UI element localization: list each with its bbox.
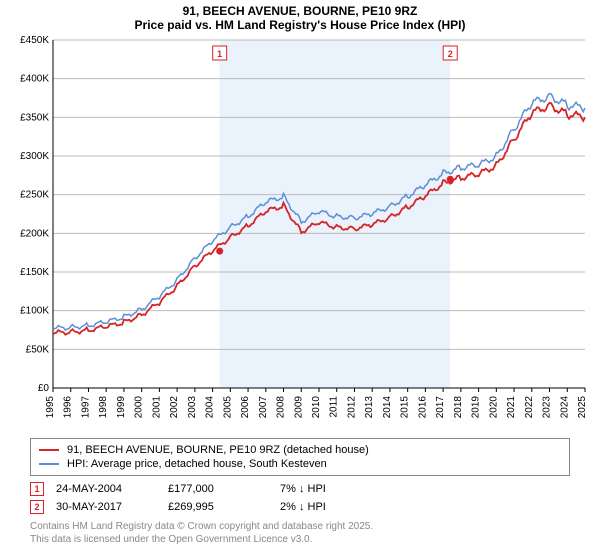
title-line-2: Price paid vs. HM Land Registry's House … <box>0 18 600 32</box>
svg-text:2022: 2022 <box>524 396 535 419</box>
svg-text:2010: 2010 <box>311 396 322 419</box>
annotation-date-2: 30-MAY-2017 <box>56 501 156 513</box>
legend-label-2: HPI: Average price, detached house, Sout… <box>67 458 327 470</box>
svg-text:2000: 2000 <box>134 396 145 419</box>
price-chart: £0 £50K £100K £150K £200K £250K £300K £350K £400… <box>5 34 595 434</box>
svg-text:2001: 2001 <box>151 396 162 419</box>
legend-row-1: 91, BEECH AVENUE, BOURNE, PE10 9RZ (deta… <box>39 443 561 457</box>
svg-text:1999: 1999 <box>116 396 127 419</box>
svg-text:2016: 2016 <box>417 396 428 419</box>
legend-swatch-2 <box>39 463 59 465</box>
svg-text:£450K: £450K <box>20 35 49 46</box>
svg-text:2007: 2007 <box>258 396 269 419</box>
svg-text:1998: 1998 <box>98 396 109 419</box>
copyright: Contains HM Land Registry data © Crown c… <box>30 520 570 546</box>
copyright-line-2: This data is licensed under the Open Gov… <box>30 533 570 546</box>
chart-title-block: 91, BEECH AVENUE, BOURNE, PE10 9RZ Price… <box>0 0 600 34</box>
svg-text:£250K: £250K <box>20 190 49 201</box>
svg-text:2025: 2025 <box>577 396 588 419</box>
legend: 91, BEECH AVENUE, BOURNE, PE10 9RZ (deta… <box>30 438 570 476</box>
svg-text:2008: 2008 <box>276 396 287 419</box>
legend-row-2: HPI: Average price, detached house, Sout… <box>39 457 561 471</box>
svg-text:2003: 2003 <box>187 396 198 419</box>
svg-text:2023: 2023 <box>542 396 553 419</box>
annotation-date-1: 24-MAY-2004 <box>56 483 156 495</box>
annotation-row-2: 2 30-MAY-2017 £269,995 2% ↓ HPI <box>30 498 570 516</box>
svg-text:2005: 2005 <box>222 396 233 419</box>
svg-text:1996: 1996 <box>63 396 74 419</box>
svg-text:£300K: £300K <box>20 151 49 162</box>
annotation-delta-1: 7% ↓ HPI <box>280 483 380 495</box>
svg-text:2017: 2017 <box>435 396 446 419</box>
svg-text:£50K: £50K <box>26 344 50 355</box>
chart-container: £0 £50K £100K £150K £200K £250K £300K £350K £400… <box>5 34 595 434</box>
annotation-price-2: £269,995 <box>168 501 268 513</box>
svg-text:2002: 2002 <box>169 396 180 419</box>
annotation-marker-1: 1 <box>30 482 44 496</box>
annotation-delta-2: 2% ↓ HPI <box>280 501 380 513</box>
annotation-row-1: 1 24-MAY-2004 £177,000 7% ↓ HPI <box>30 480 570 498</box>
legend-label-1: 91, BEECH AVENUE, BOURNE, PE10 9RZ (deta… <box>67 444 369 456</box>
annotation-price-1: £177,000 <box>168 483 268 495</box>
svg-text:2015: 2015 <box>400 396 411 419</box>
svg-text:£0: £0 <box>38 383 50 394</box>
svg-text:1997: 1997 <box>80 396 91 419</box>
svg-text:£150K: £150K <box>20 267 49 278</box>
svg-text:2006: 2006 <box>240 396 251 419</box>
svg-text:2014: 2014 <box>382 396 393 419</box>
svg-text:2011: 2011 <box>329 396 340 418</box>
annotation-marker-2: 2 <box>30 500 44 514</box>
svg-text:£200K: £200K <box>20 228 49 239</box>
svg-text:2009: 2009 <box>293 396 304 419</box>
title-line-1: 91, BEECH AVENUE, BOURNE, PE10 9RZ <box>0 4 600 18</box>
legend-swatch-1 <box>39 449 59 451</box>
svg-text:2024: 2024 <box>559 396 570 419</box>
svg-text:2: 2 <box>448 49 453 59</box>
svg-text:2012: 2012 <box>346 396 357 419</box>
svg-text:£100K: £100K <box>20 306 49 317</box>
svg-text:£400K: £400K <box>20 74 49 85</box>
svg-text:1: 1 <box>217 49 222 59</box>
svg-text:2004: 2004 <box>205 396 216 419</box>
copyright-line-1: Contains HM Land Registry data © Crown c… <box>30 520 570 533</box>
annotation-table: 1 24-MAY-2004 £177,000 7% ↓ HPI 2 30-MAY… <box>30 480 570 516</box>
svg-text:2020: 2020 <box>488 396 499 419</box>
svg-text:2018: 2018 <box>453 396 464 419</box>
svg-text:1995: 1995 <box>45 396 56 419</box>
svg-text:2019: 2019 <box>471 396 482 419</box>
svg-text:2021: 2021 <box>506 396 517 419</box>
svg-text:£350K: £350K <box>20 112 49 123</box>
svg-text:2013: 2013 <box>364 396 375 419</box>
